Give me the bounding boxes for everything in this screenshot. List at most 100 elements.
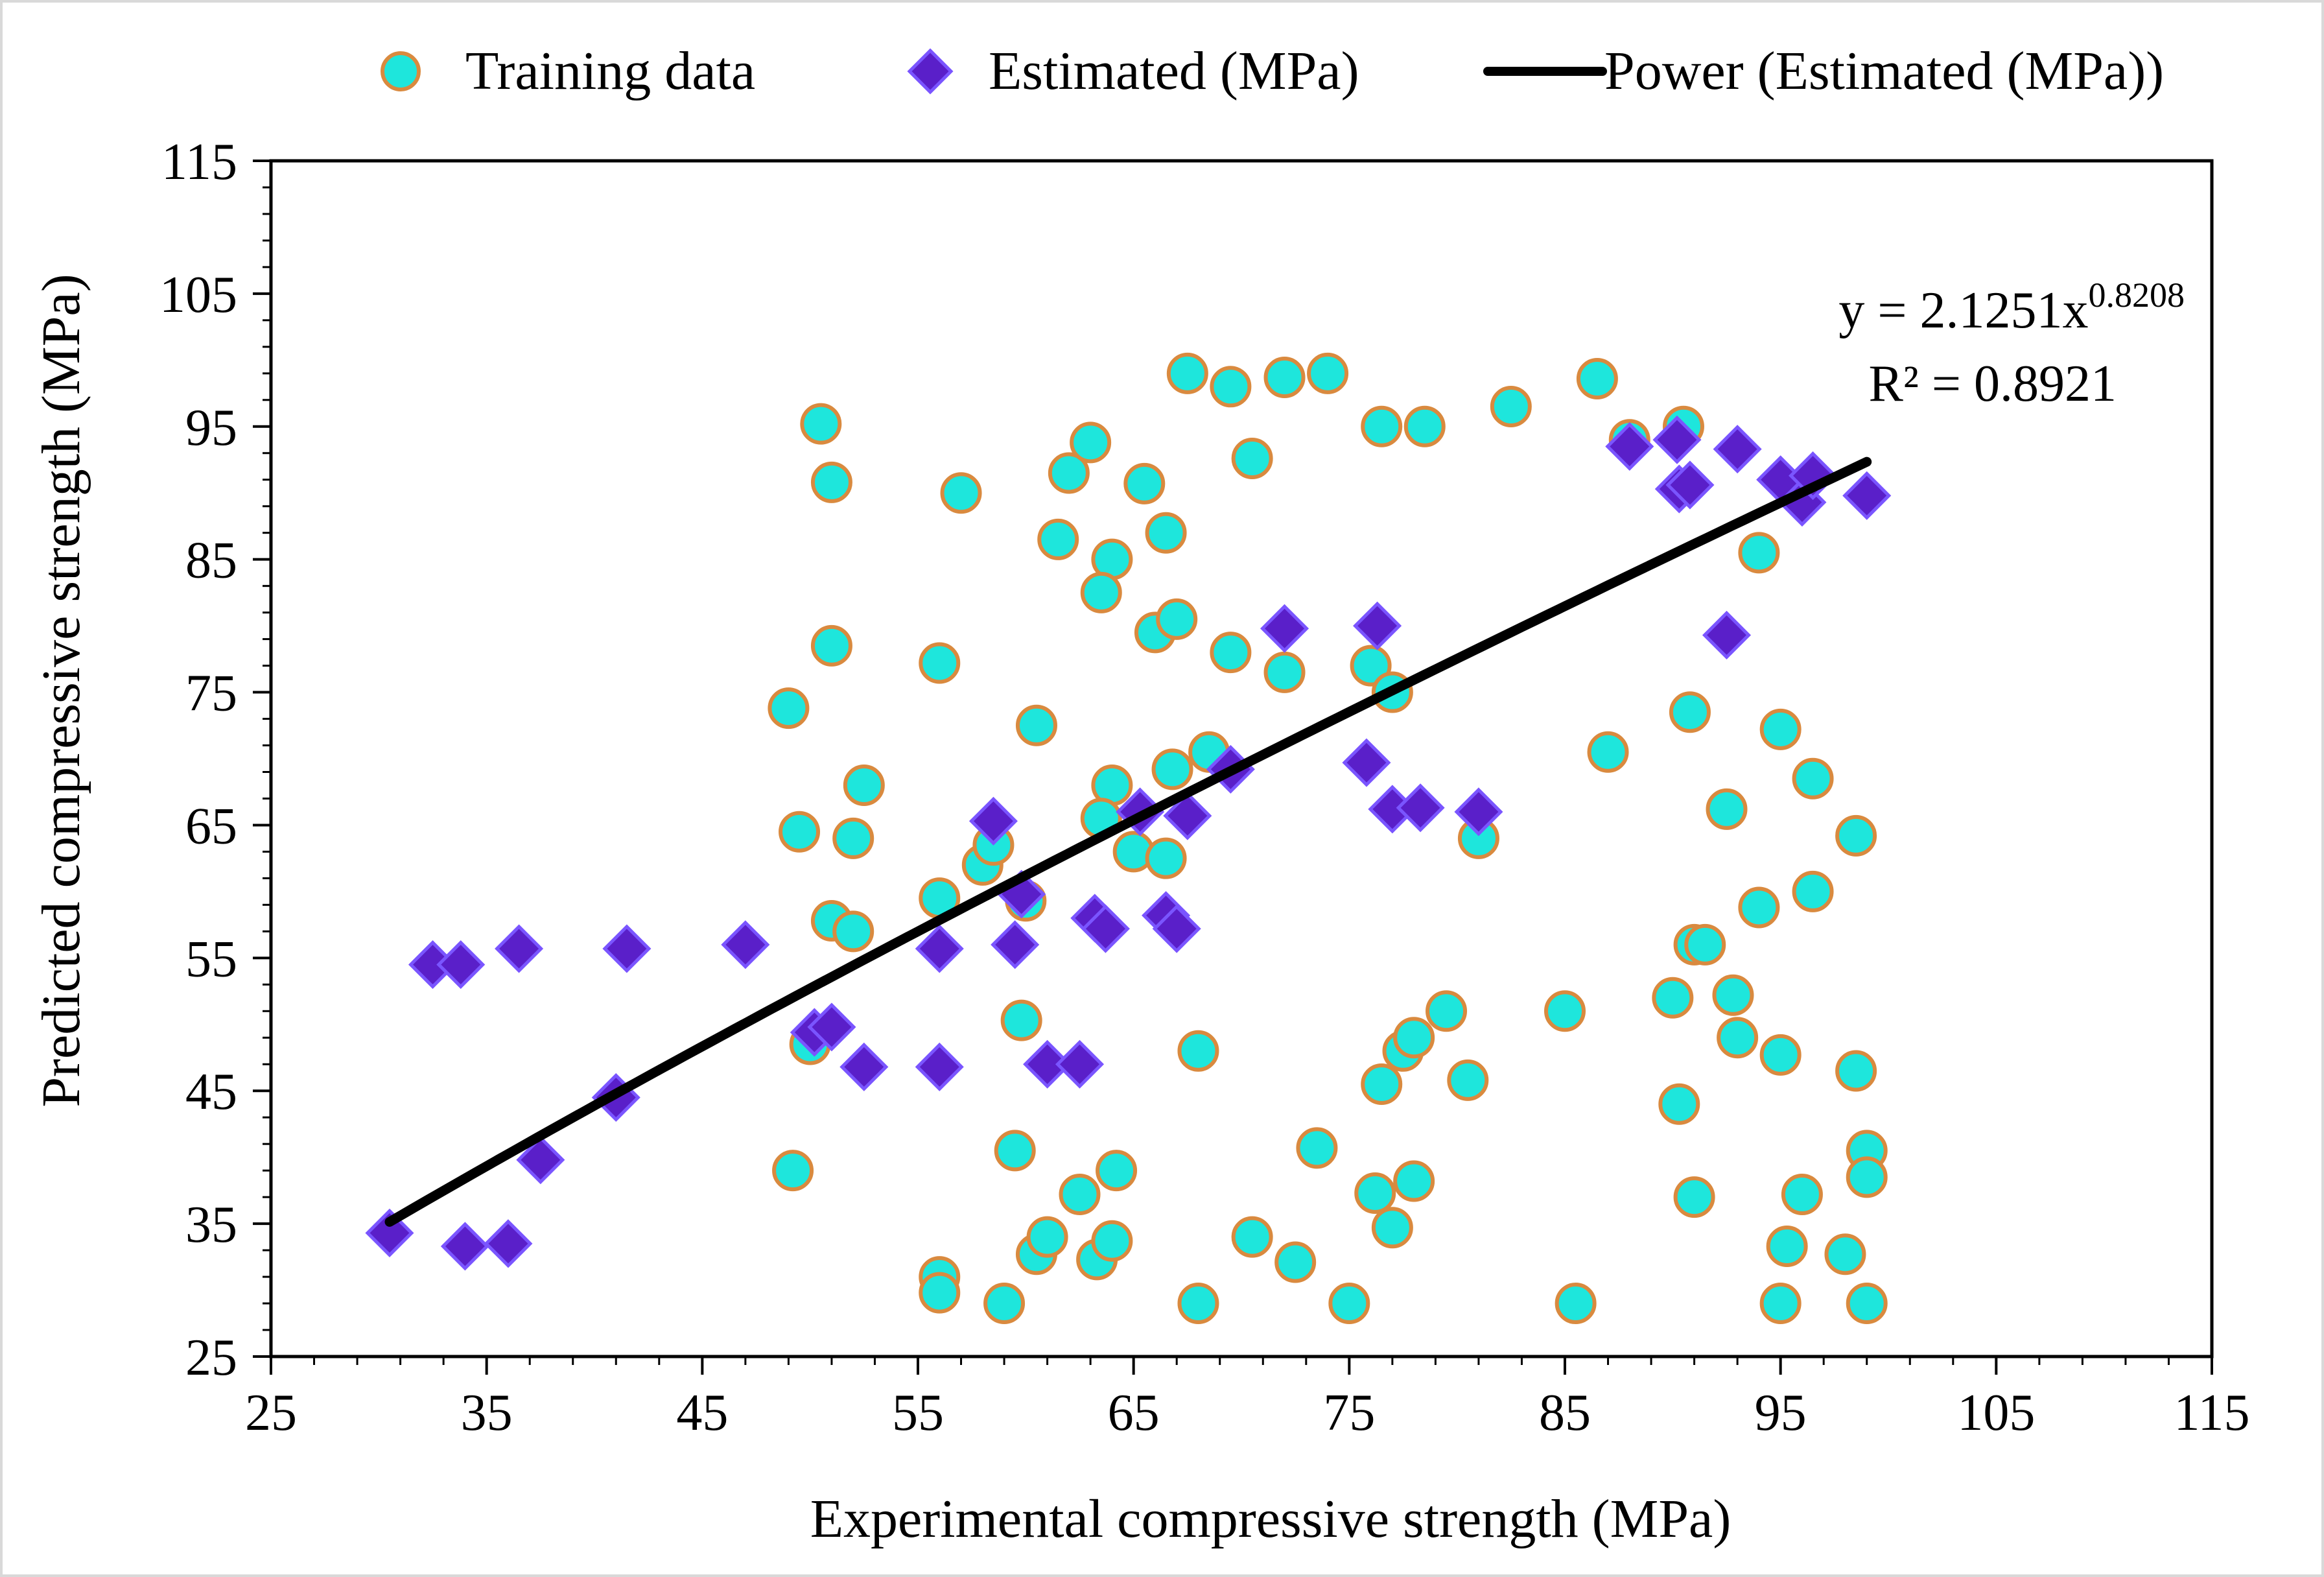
estimated-data-point <box>1652 415 1702 464</box>
estimated-data-point <box>1055 1039 1105 1089</box>
estimated-data-point <box>365 1208 414 1257</box>
training-data-point <box>1835 814 1877 857</box>
training-data-point <box>1048 452 1090 494</box>
training-data-point <box>1846 1283 1888 1325</box>
estimated-data-point <box>602 924 651 973</box>
estimated-data-point <box>1713 425 1762 474</box>
training-data-point <box>1544 990 1586 1032</box>
trend-equation: y = 2.1251x0.8208 <box>1838 276 2185 339</box>
x-tick-label: 65 <box>1108 1384 1160 1441</box>
estimated-data-point <box>915 1042 964 1091</box>
training-data-series <box>768 352 1888 1325</box>
estimated-data-point <box>915 924 964 973</box>
training-data-point <box>1015 704 1057 746</box>
training-data-point <box>1231 1216 1273 1258</box>
training-data-point <box>919 642 961 684</box>
training-data-point <box>1263 356 1306 398</box>
estimated-data-point <box>484 1219 533 1268</box>
training-data-point <box>1177 1283 1219 1325</box>
training-data-point <box>1274 1241 1317 1283</box>
training-data-point <box>1328 1283 1370 1325</box>
training-data-point <box>1738 886 1780 929</box>
r-squared-label: R² = 0.8921 <box>1869 355 2117 412</box>
estimated-data-point <box>1023 1039 1072 1089</box>
y-tick-label: 65 <box>185 798 237 855</box>
y-tick-label: 55 <box>185 931 237 988</box>
training-data-point <box>1717 1017 1759 1059</box>
training-data-point <box>1059 1174 1101 1216</box>
x-tick-label: 95 <box>1755 1384 1807 1441</box>
estimated-data-point <box>807 1002 856 1052</box>
training-data-point <box>1673 1176 1715 1218</box>
estimated-data-point <box>1396 783 1445 833</box>
training-data-point <box>1145 512 1187 554</box>
training-data-point <box>779 811 821 853</box>
training-data-point <box>983 1283 1026 1325</box>
training-data-point <box>1393 1017 1435 1059</box>
x-tick-label: 25 <box>245 1384 297 1441</box>
estimated-data-point <box>436 940 486 990</box>
training-data-point <box>1263 651 1306 693</box>
training-data-point <box>1576 358 1618 400</box>
legend-training-marker <box>381 51 421 91</box>
training-data-point <box>1210 366 1252 408</box>
training-data-point <box>800 403 842 445</box>
estimated-data-point <box>1260 604 1309 653</box>
training-data-point <box>1792 870 1834 912</box>
training-data-point <box>1231 437 1273 479</box>
y-axis-title: Predicted compressive strength (MPa) <box>31 274 91 1107</box>
training-data-point <box>1759 1283 1802 1325</box>
training-data-point <box>1447 1059 1489 1101</box>
y-tick-label: 25 <box>185 1329 237 1386</box>
y-tick-label: 115 <box>161 134 237 191</box>
x-tick-label: 115 <box>2174 1384 2249 1441</box>
training-data-point <box>1350 645 1392 687</box>
training-data-point <box>1000 999 1042 1041</box>
estimated-data-point <box>1702 610 1752 659</box>
y-tick-label: 75 <box>185 665 237 722</box>
y-tick-label: 35 <box>185 1196 237 1253</box>
training-data-point <box>1307 352 1349 394</box>
training-data-point <box>1026 1216 1068 1258</box>
y-tick-label: 85 <box>185 532 237 589</box>
training-data-point <box>1652 977 1694 1019</box>
x-tick-label: 55 <box>892 1384 944 1441</box>
training-data-point <box>1151 748 1193 790</box>
estimated-data-point <box>968 796 1018 846</box>
estimated-data-point <box>1789 451 1838 501</box>
training-data-point <box>810 624 852 667</box>
training-data-point <box>1835 1050 1877 1092</box>
training-data-point <box>1781 1174 1823 1216</box>
training-data-point <box>832 817 874 859</box>
training-data-point <box>1759 708 1802 750</box>
y-tick-labels: 25 35 45 55 65 75 85 95 105 115 <box>159 134 237 1386</box>
training-data-point <box>940 472 982 514</box>
training-data-point <box>1490 386 1532 428</box>
training-data-point <box>1210 632 1252 674</box>
training-data-point <box>843 764 885 806</box>
estimated-data-point <box>1665 460 1715 510</box>
power-trendline <box>384 456 1872 1227</box>
x-tick-label: 105 <box>1957 1384 2035 1441</box>
estimated-data-point <box>1081 904 1130 953</box>
training-data-point <box>919 1272 961 1314</box>
legend-estimated-marker <box>907 48 954 95</box>
x-tick-label: 75 <box>1323 1384 1375 1441</box>
training-data-point <box>1296 1127 1338 1169</box>
legend-trendline-label: Power (Estimated (MPa)) <box>1604 41 2164 101</box>
estimated-data-point <box>1605 421 1654 471</box>
x-tick-label: 85 <box>1539 1384 1591 1441</box>
training-data-point <box>1156 598 1198 640</box>
legend: Training data Estimated (MPa) Power (Est… <box>381 41 2164 101</box>
training-data-point <box>1738 532 1780 574</box>
training-data-point <box>1759 1034 1802 1076</box>
training-data-point <box>1766 1225 1808 1267</box>
x-tick-label: 35 <box>461 1384 513 1441</box>
estimated-data-point <box>1342 738 1391 787</box>
training-data-point <box>1371 1207 1413 1249</box>
training-data-point <box>1361 405 1403 447</box>
training-data-point <box>1403 405 1446 447</box>
estimated-data-point <box>1152 904 1201 953</box>
